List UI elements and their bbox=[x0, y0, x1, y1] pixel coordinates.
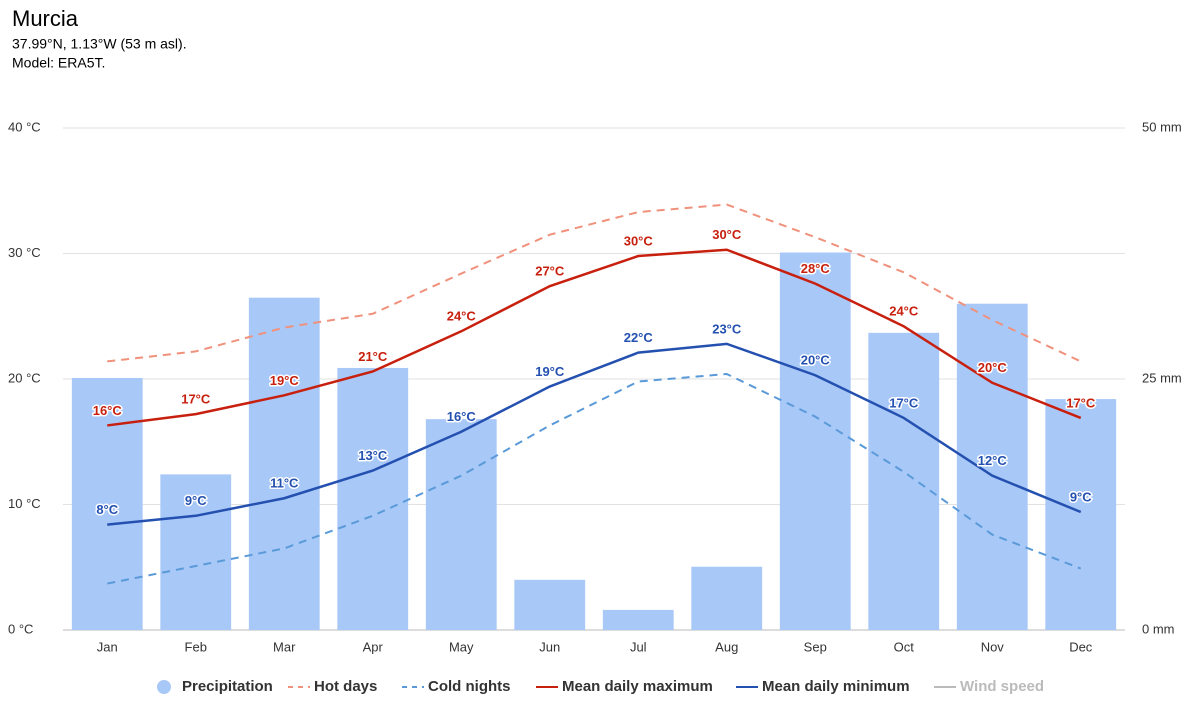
data-label: 17°C bbox=[1066, 395, 1096, 410]
line bbox=[107, 372, 1082, 585]
data-label: 21°C bbox=[358, 349, 388, 364]
bar bbox=[248, 297, 320, 630]
data-label: 22°C bbox=[624, 330, 654, 345]
y-tick-label: 0 °C bbox=[8, 621, 33, 636]
data-label: 17°C bbox=[889, 395, 919, 410]
legend-item[interactable]: Precipitation bbox=[182, 678, 273, 695]
bar bbox=[425, 419, 497, 630]
line bbox=[107, 342, 1082, 526]
y2-tick-label: 0 mm bbox=[1142, 621, 1175, 636]
bar bbox=[160, 474, 232, 630]
y-tick-label: 40 °C bbox=[8, 119, 41, 134]
x-tick-label: Sep bbox=[804, 639, 827, 654]
data-label: 24°C bbox=[447, 309, 477, 324]
line bbox=[107, 203, 1082, 363]
bar bbox=[514, 579, 586, 630]
x-tick-label: Dec bbox=[1069, 639, 1093, 654]
data-label: 17°C bbox=[181, 392, 211, 407]
legend-item[interactable]: Mean daily maximum bbox=[562, 678, 713, 695]
bar bbox=[602, 609, 674, 630]
legend-item[interactable]: Wind speed bbox=[960, 678, 1044, 695]
data-label: 30°C bbox=[624, 233, 654, 248]
data-label: 20°C bbox=[978, 360, 1008, 375]
bar bbox=[691, 566, 763, 630]
chart-title: Murcia bbox=[12, 6, 79, 31]
legend-item[interactable]: Hot days bbox=[314, 678, 377, 695]
subtitle: 37.99°N, 1.13°W (53 m asl). bbox=[12, 36, 187, 52]
data-label: 16°C bbox=[93, 403, 123, 418]
y-tick-label: 20 °C bbox=[8, 370, 41, 385]
y-tick-label: 30 °C bbox=[8, 245, 41, 260]
y2-tick-label: 25 mm bbox=[1142, 370, 1182, 385]
bar bbox=[868, 332, 940, 630]
x-tick-label: Mar bbox=[273, 639, 296, 654]
subtitle: Model: ERA5T. bbox=[12, 55, 105, 71]
x-tick-label: May bbox=[449, 639, 474, 654]
data-label: 28°C bbox=[801, 261, 831, 276]
data-label: 13°C bbox=[358, 448, 388, 463]
data-label: 19°C bbox=[535, 364, 565, 379]
x-tick-label: Jul bbox=[630, 639, 647, 654]
y2-tick-label: 50 mm bbox=[1142, 119, 1182, 134]
legend-item[interactable]: Mean daily minimum bbox=[762, 678, 910, 695]
bar bbox=[1045, 399, 1117, 630]
bar bbox=[337, 367, 409, 630]
data-label: 24°C bbox=[889, 304, 919, 319]
data-label: 11°C bbox=[270, 476, 299, 491]
x-tick-label: Oct bbox=[894, 639, 915, 654]
data-label: 16°C bbox=[447, 409, 477, 424]
y-tick-label: 10 °C bbox=[8, 496, 41, 511]
bar bbox=[779, 252, 851, 630]
data-label: 19°C bbox=[270, 373, 300, 388]
x-tick-label: Jun bbox=[539, 639, 560, 654]
data-label: 9°C bbox=[185, 493, 207, 508]
legend-swatch bbox=[157, 680, 171, 694]
legend-item[interactable]: Cold nights bbox=[428, 678, 511, 695]
data-label: 9°C bbox=[1070, 489, 1092, 504]
bar bbox=[956, 303, 1028, 630]
x-tick-label: Nov bbox=[981, 639, 1005, 654]
data-label: 23°C bbox=[712, 321, 742, 336]
x-tick-label: Apr bbox=[363, 639, 384, 654]
x-tick-label: Jan bbox=[97, 639, 118, 654]
x-tick-label: Aug bbox=[715, 639, 738, 654]
bar bbox=[71, 377, 143, 630]
data-label: 30°C bbox=[712, 227, 742, 242]
data-label: 27°C bbox=[535, 264, 565, 279]
data-label: 8°C bbox=[96, 502, 118, 517]
data-label: 20°C bbox=[801, 353, 831, 368]
line bbox=[107, 248, 1082, 427]
x-tick-label: Feb bbox=[185, 639, 207, 654]
data-label: 12°C bbox=[978, 453, 1008, 468]
